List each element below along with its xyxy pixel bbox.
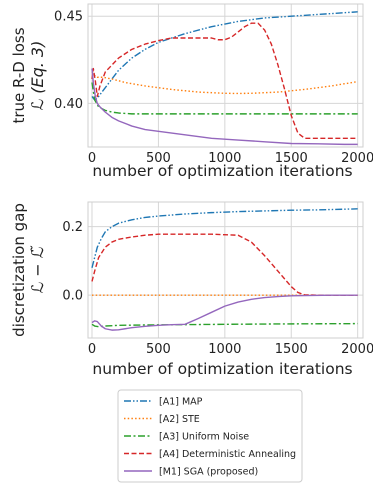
legend-label-a3: [A3] Uniform Noise — [159, 432, 249, 443]
x-tick-label: 1000 — [208, 151, 241, 166]
series-line-a1 — [91, 11, 358, 101]
plot-frame — [87, 3, 364, 148]
legend-label-a2: [A2] STE — [159, 414, 200, 425]
y-tick-label: 0.45 — [54, 10, 83, 25]
x-tick-label: 0 — [88, 151, 96, 166]
legend-label-a4: [A4] Deterministic Annealing — [159, 449, 296, 460]
legend-label-a1: [A1] MAP — [159, 397, 203, 408]
y-axis-label: true R-D loss — [10, 27, 28, 123]
series-line-a4 — [91, 22, 358, 139]
series-line-a3 — [91, 82, 358, 115]
legend: [A1] MAP [A2] STE [A3] Uniform Noise [A4] D… — [117, 389, 303, 483]
x-tick-label: 1500 — [275, 151, 308, 166]
legend-label-m1: [M1] SGA (proposed) — [159, 467, 258, 478]
y-axis-label-symbol: ℒ (Eq. 3) — [28, 41, 47, 111]
bottom-panel: 0 500 1000 1500 2000 0.0 0.2 number of optimiza… — [10, 201, 373, 378]
x-tick-label: 500 — [146, 151, 171, 166]
y-tick-label: 0.2 — [62, 220, 83, 235]
x-axis-label: number of optimization iterations — [92, 162, 352, 180]
series-line-a1 — [91, 208, 358, 268]
series-line-m1 — [91, 68, 358, 146]
legend-box — [117, 389, 303, 483]
series-line-a3 — [91, 322, 358, 328]
top-panel: 0 500 1000 1500 2000 0.40 0.45 number of optimi… — [10, 3, 373, 180]
series-line-a2 — [91, 71, 358, 95]
x-tick-label: 2000 — [341, 342, 373, 357]
plot-frame — [87, 201, 364, 339]
x-axis-label: number of optimization iterations — [92, 360, 352, 378]
x-tick-label: 0 — [88, 342, 96, 357]
x-tick-label: 1500 — [275, 342, 308, 357]
y-tick-label: 0.40 — [54, 97, 83, 112]
series-line-a4 — [91, 233, 358, 296]
plot-area — [88, 202, 363, 338]
x-tick-label: 500 — [146, 342, 171, 357]
series-line-m1 — [91, 294, 358, 331]
y-axis-label-symbol: ℒ − ℒ̃ — [28, 246, 47, 294]
plot-area — [88, 4, 363, 147]
x-tick-label: 1000 — [208, 342, 241, 357]
y-axis-label: discretization gap — [10, 203, 28, 337]
x-tick-label: 2000 — [341, 151, 373, 166]
y-tick-label: 0.0 — [62, 289, 83, 304]
